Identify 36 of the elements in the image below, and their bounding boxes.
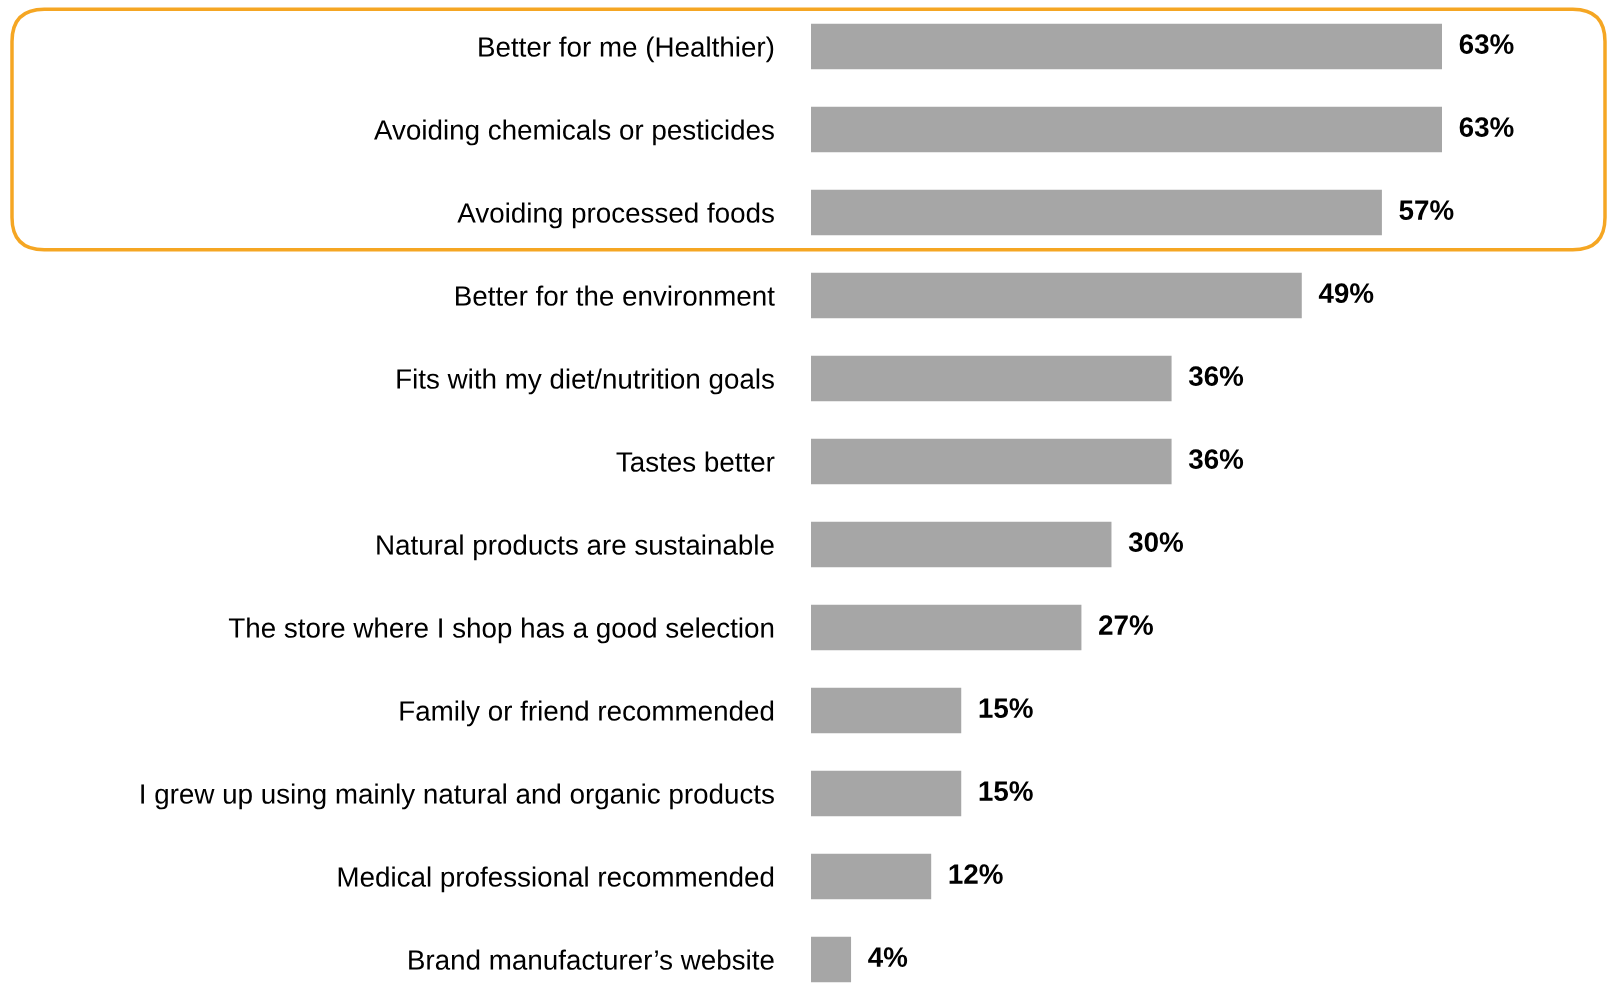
y-tick-label: Family or friend recommended [400, 700, 774, 727]
y-tick-label: Avoiding processed foods [457, 202, 774, 229]
bar [811, 272, 1302, 319]
data-label: 49% [1318, 283, 1374, 303]
bar [811, 521, 1112, 568]
bar [811, 438, 1172, 485]
data-label: 27% [1099, 615, 1153, 635]
bar [811, 106, 1442, 153]
y-tick-label: I grew up using mainly natural and organic products [141, 783, 774, 810]
bar [811, 936, 852, 983]
y-tick-label: Better for me (Healthier) [479, 36, 774, 63]
data-label: 12% [949, 864, 1003, 884]
bar [811, 687, 962, 734]
y-tick-label: Tastes better [616, 451, 775, 472]
data-label: 15% [979, 698, 1033, 718]
bar [811, 355, 1172, 402]
data-label: 36% [1188, 366, 1244, 386]
bar [811, 604, 1082, 651]
bar [811, 23, 1442, 70]
y-tick-label: Medical professional recommended [338, 866, 774, 893]
data-label: 4% [868, 947, 908, 967]
bar [811, 853, 932, 900]
y-tick-label: The store where I shop has a good selection [228, 617, 774, 644]
data-label: 15% [979, 781, 1033, 801]
bar [811, 189, 1382, 236]
y-tick-label: Fits with my diet/nutrition goals [397, 368, 774, 395]
y-tick-label: Brand manufacturer’s website [409, 949, 774, 970]
data-label: 36% [1188, 449, 1244, 469]
y-tick-label: Avoiding chemicals or pesticides [374, 119, 774, 146]
data-label: 30% [1128, 532, 1184, 552]
bar [811, 770, 962, 817]
y-tick-label: Better for the environment [456, 285, 775, 306]
data-label: 57% [1399, 200, 1454, 220]
data-label: 63% [1459, 117, 1514, 137]
y-tick-label: Natural products are sustainable [377, 534, 774, 561]
data-label: 63% [1459, 34, 1514, 54]
